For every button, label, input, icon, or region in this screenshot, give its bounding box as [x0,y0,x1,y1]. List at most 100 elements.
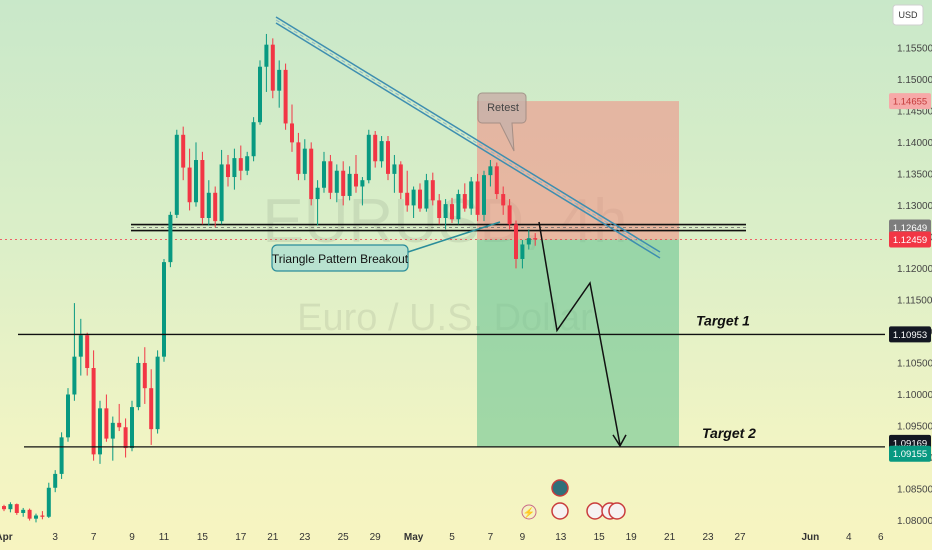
price-tag[interactable] [889,445,931,462]
candle[interactable] [462,194,467,209]
candle[interactable] [283,69,288,124]
candle[interactable] [27,509,32,519]
candle[interactable] [8,504,13,510]
candle[interactable] [219,164,224,222]
candle[interactable] [309,148,314,200]
candle[interactable] [130,407,134,449]
candle[interactable] [168,214,173,263]
candle[interactable] [226,164,230,178]
economic-events[interactable]: ⚡ [521,479,626,520]
candle[interactable] [142,362,147,389]
candle[interactable] [46,487,51,517]
candle[interactable] [59,437,64,474]
price-tag[interactable] [889,326,931,343]
candle[interactable] [187,167,192,203]
candlestick-series[interactable] [2,33,538,523]
target-lines[interactable]: Target 1 Target 2 [18,312,885,448]
candle[interactable] [290,123,294,143]
candle[interactable] [354,173,358,187]
candle[interactable] [66,394,70,438]
candle[interactable] [475,181,480,215]
candle[interactable] [21,509,26,513]
candle[interactable] [373,134,378,162]
candle[interactable] [488,166,493,176]
candle[interactable] [360,180,365,187]
candle[interactable] [520,244,525,259]
candle[interactable] [514,224,518,259]
flag-icon[interactable] [551,502,569,520]
candle[interactable] [411,189,416,206]
candle[interactable] [200,160,205,218]
candle[interactable] [302,148,307,174]
candle[interactable] [482,175,486,215]
candle[interactable] [341,170,346,196]
projection-path[interactable] [538,221,627,448]
flag-icon[interactable] [608,502,626,520]
candle[interactable] [181,134,186,168]
candle[interactable] [405,192,410,206]
candle[interactable] [315,187,320,200]
candle[interactable] [174,134,179,215]
candle[interactable] [162,262,166,357]
candle[interactable] [85,335,90,369]
currency-box[interactable]: USD [892,4,924,26]
breakout-support-lines[interactable] [131,223,746,232]
candle[interactable] [104,408,109,439]
candle[interactable] [507,205,512,225]
retest-callout[interactable]: Retest [477,92,527,152]
candle[interactable] [494,166,499,195]
candle[interactable] [526,238,531,245]
candle[interactable] [2,506,6,510]
candle[interactable] [392,164,397,174]
candle[interactable] [34,515,38,519]
candle[interactable] [424,180,429,209]
candle[interactable] [213,192,218,222]
candle[interactable] [258,66,262,123]
candle[interactable] [386,141,390,174]
candle[interactable] [194,160,198,203]
candle[interactable] [72,356,77,395]
candle[interactable] [322,161,326,188]
flag-icon[interactable] [551,479,569,497]
candle[interactable] [418,189,422,209]
candle[interactable] [117,422,122,428]
candle[interactable] [238,158,243,171]
candle[interactable] [270,44,275,91]
candle[interactable] [398,164,403,193]
lightning-icon[interactable] [521,504,537,520]
candle[interactable] [450,204,454,220]
candle[interactable] [155,356,160,430]
candle[interactable] [149,388,154,430]
candle[interactable] [430,180,435,201]
flag-icon[interactable] [586,502,604,520]
candle[interactable] [110,422,115,439]
candle[interactable] [264,44,269,67]
take-profit-zone[interactable] [477,239,679,447]
candle[interactable] [437,200,442,218]
candle[interactable] [91,368,96,455]
candle[interactable] [206,192,211,218]
candle[interactable] [245,156,250,171]
candle[interactable] [456,194,461,220]
trendline-lower[interactable] [275,16,661,253]
descending-trendline[interactable] [275,16,661,259]
candle[interactable] [136,362,141,408]
candle[interactable] [251,122,256,157]
candle[interactable] [14,504,19,513]
candle[interactable] [123,427,128,449]
candle[interactable] [53,473,58,488]
candle[interactable] [366,134,371,181]
time-axis[interactable]: Apr 3 7 9 11 15 17 21 23 25 29 May 5 7 9 13 15 19 21 23 27 Ju… [0,532,884,543]
candle[interactable] [232,158,237,178]
candle[interactable] [78,335,83,357]
candle[interactable] [296,142,301,174]
candle[interactable] [40,515,45,517]
price-tag[interactable] [889,93,931,110]
candle[interactable] [469,181,474,209]
price-tag[interactable] [889,231,931,248]
candle[interactable] [334,170,339,193]
candle[interactable] [328,161,333,193]
